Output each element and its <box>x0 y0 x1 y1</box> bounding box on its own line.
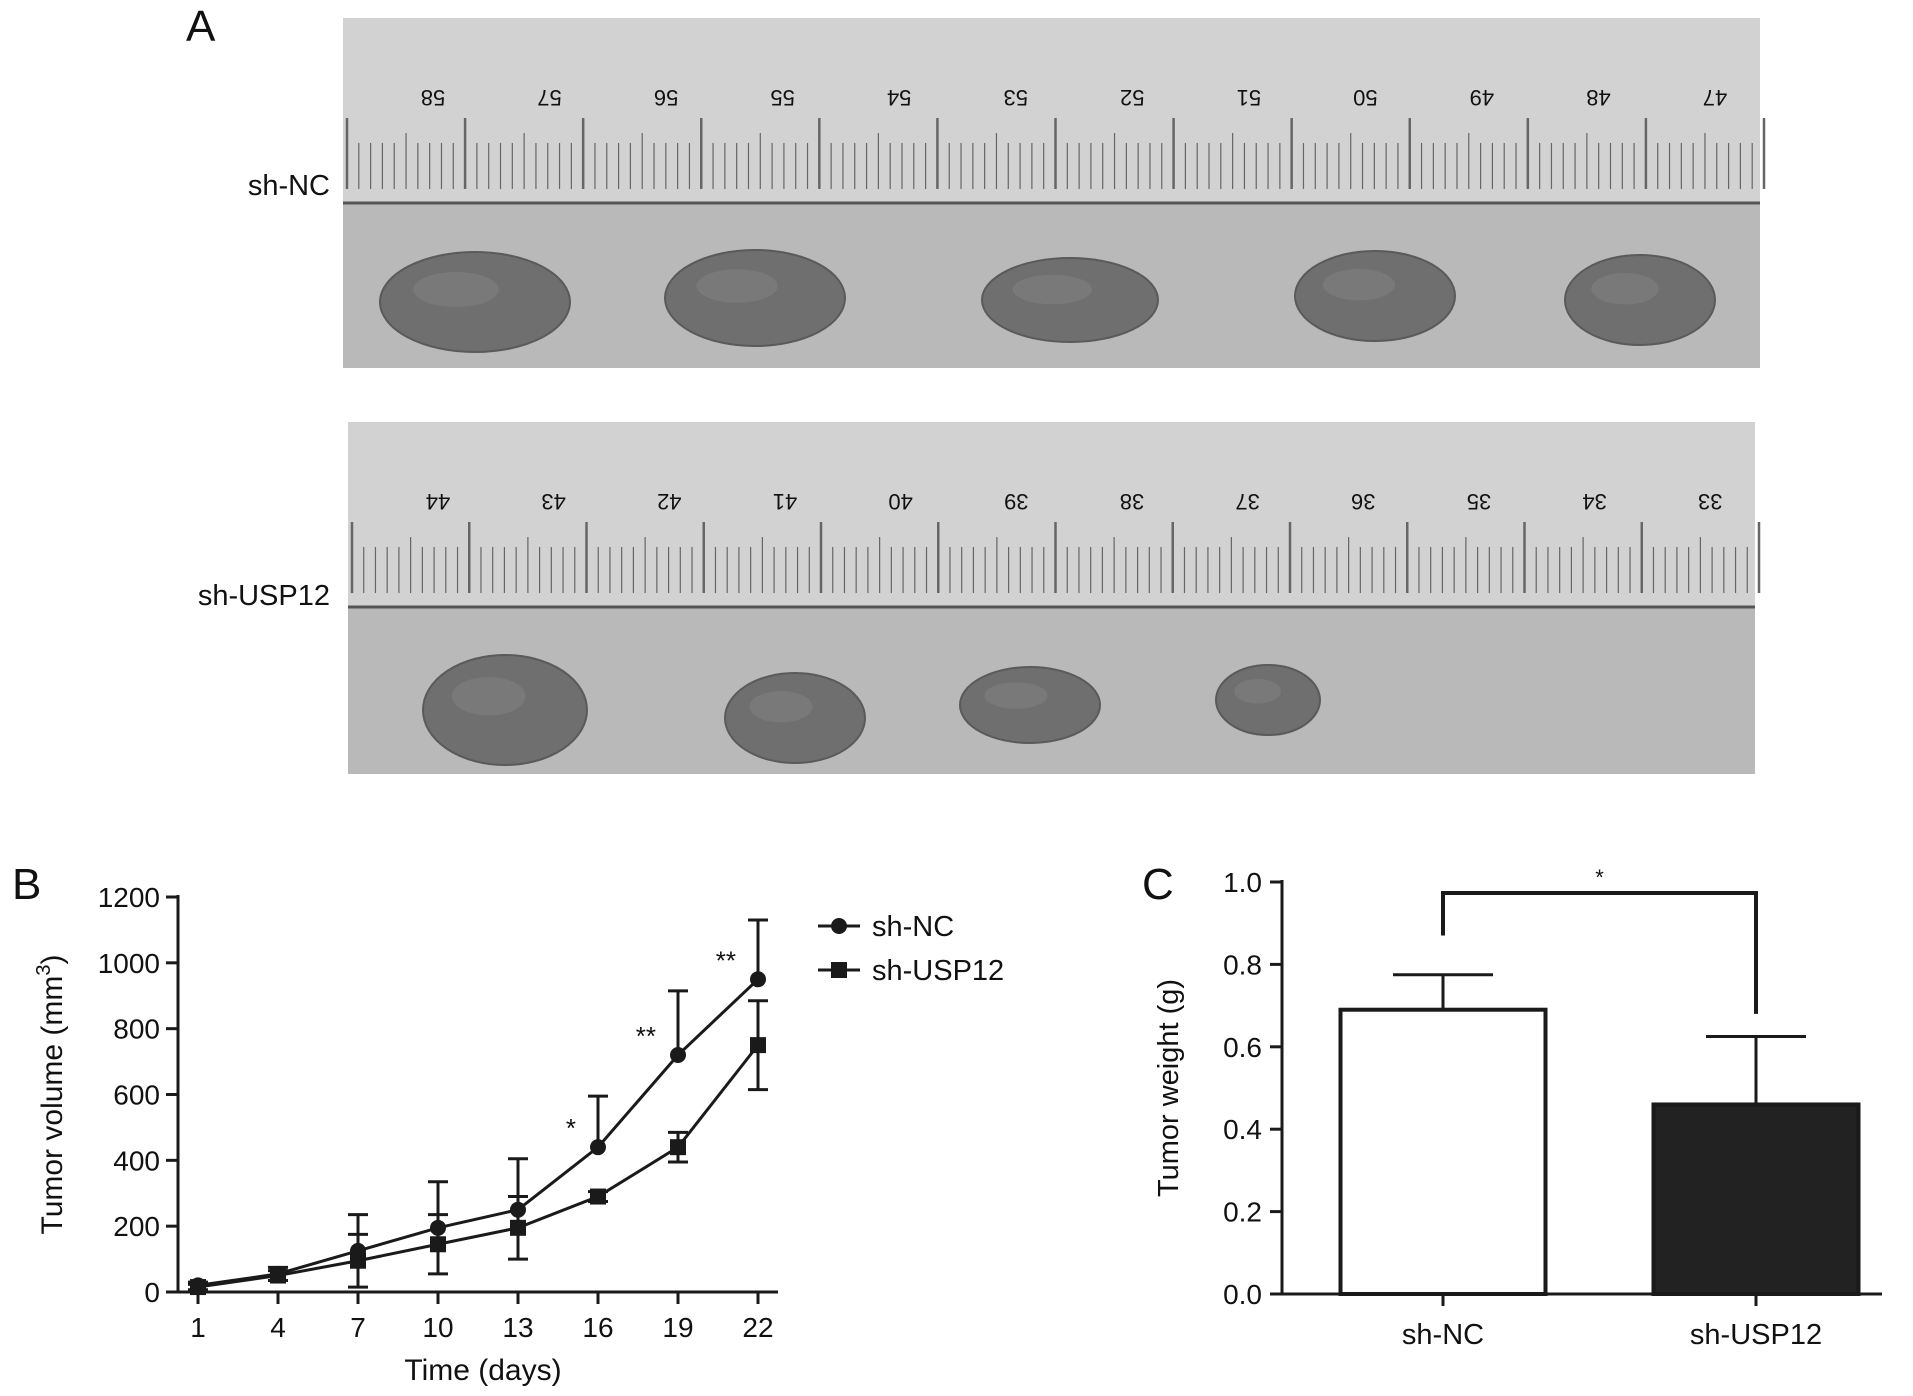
ruler-number: 38 <box>1120 489 1144 514</box>
point-sh-NC <box>590 1139 606 1156</box>
panel-c-bar-chart: 0.0 0.2 0.4 0.6 0.8 1.0 Tumor weight (g) sh-NC s… <box>1153 865 1882 1351</box>
ruler-number: 48 <box>1586 85 1610 110</box>
y-axis-label: Tumor weight (g) <box>1153 979 1185 1197</box>
tumor-highlight <box>1591 273 1659 305</box>
y-tick-label: 0.8 <box>1223 949 1262 980</box>
tumor-highlight <box>696 269 778 303</box>
tumor-highlight <box>1323 269 1395 301</box>
point-sh-USP12 <box>350 1252 366 1269</box>
y-tick-label: 0.0 <box>1223 1279 1262 1310</box>
point-sh-USP12 <box>670 1139 686 1156</box>
legend-marker <box>831 962 847 978</box>
ruler-number: 51 <box>1237 85 1261 110</box>
x-tick-label: sh-NC <box>1402 1319 1484 1351</box>
tumor-highlight <box>451 677 526 716</box>
y-tick-label: 400 <box>113 1145 160 1176</box>
ruler-number: 55 <box>770 85 794 110</box>
panel-a-letter: A <box>186 2 216 51</box>
y-tick-label: 1200 <box>98 882 160 913</box>
ruler-number: 35 <box>1467 489 1491 514</box>
ruler-number: 33 <box>1698 489 1722 514</box>
series-line-sh-USP12 <box>197 1044 760 1289</box>
ruler-number: 49 <box>1470 85 1494 110</box>
significance-mark: ** <box>716 945 736 975</box>
ruler-2 <box>348 422 1755 607</box>
point-sh-USP12 <box>510 1219 526 1236</box>
series-line-sh-NC <box>197 978 760 1287</box>
y-tick-label: 0.6 <box>1223 1032 1262 1063</box>
point-sh-USP12 <box>590 1188 606 1205</box>
x-tick-label: 10 <box>422 1312 453 1343</box>
bar-sh-NC <box>1338 1007 1548 1296</box>
y-tick-label: 0.2 <box>1223 1197 1262 1228</box>
point-sh-USP12 <box>190 1279 206 1296</box>
tumor-highlight <box>1234 679 1281 704</box>
x-tick-label: 13 <box>502 1312 533 1343</box>
ruler-number: 57 <box>537 85 561 110</box>
ruler-number: 40 <box>888 489 912 514</box>
y-tick-label: 200 <box>113 1211 160 1242</box>
y-tick-label: 800 <box>113 1014 160 1045</box>
point-sh-USP12 <box>750 1037 766 1054</box>
row-label-sh-usp12: sh-USP12 <box>197 580 330 612</box>
point-sh-NC <box>670 1047 686 1063</box>
x-tick-label: 22 <box>742 1312 773 1343</box>
ruler-number: 58 <box>421 85 445 110</box>
ruler-number: 37 <box>1235 489 1259 514</box>
panel-a-photo: 58 57 56 55 54 53 52 51 50 49 48 47 44 43 42 41 40 39 38 37… <box>343 18 1766 774</box>
significance-mark: * <box>566 1113 576 1143</box>
point-sh-USP12 <box>270 1267 286 1284</box>
ruler-number: 39 <box>1004 489 1028 514</box>
x-tick-label: sh-USP12 <box>1690 1319 1822 1351</box>
ruler-number: 53 <box>1004 85 1028 110</box>
ruler-number: 42 <box>657 489 681 514</box>
tumor-highlight <box>413 272 499 307</box>
tumor-highlight <box>984 682 1048 709</box>
point-sh-NC <box>750 971 766 988</box>
x-tick-label: 4 <box>270 1312 286 1343</box>
legend-marker <box>831 918 847 934</box>
tumor-highlight <box>1012 274 1092 305</box>
panel-b-letter: B <box>12 860 42 909</box>
y-axis-label: Tumor volume (mm3) <box>33 954 69 1234</box>
x-tick-label: 7 <box>350 1312 366 1343</box>
legend-label: sh-NC <box>872 911 954 943</box>
y-tick-label: 0 <box>144 1277 160 1308</box>
y-tick-label: 1000 <box>98 948 160 979</box>
ruler-number: 41 <box>773 489 797 514</box>
ruler-number: 56 <box>654 85 678 110</box>
ruler-number: 47 <box>1703 85 1727 110</box>
ruler-number: 54 <box>887 85 911 110</box>
legend-label: sh-USP12 <box>872 955 1004 987</box>
x-tick-label: 1 <box>190 1312 206 1343</box>
ruler-number: 52 <box>1120 85 1144 110</box>
panel-c-letter: C <box>1142 860 1174 909</box>
bar-sh-USP12 <box>1651 1102 1861 1297</box>
y-tick-label: 600 <box>113 1080 160 1111</box>
significance-mark: * <box>1595 865 1604 890</box>
x-axis-label: Time (days) <box>404 1354 561 1387</box>
row-label-sh-nc: sh-NC <box>247 170 330 202</box>
tumor-highlight <box>749 691 813 723</box>
ruler-1 <box>343 18 1760 203</box>
y-tick-label: 0.4 <box>1223 1114 1262 1145</box>
significance-mark: ** <box>636 1021 656 1051</box>
ruler-number: 50 <box>1353 85 1377 110</box>
point-sh-USP12 <box>430 1236 446 1253</box>
ruler-number: 34 <box>1582 489 1606 514</box>
x-tick-label: 19 <box>662 1312 693 1343</box>
ruler-number: 43 <box>541 489 565 514</box>
ruler-number: 36 <box>1351 489 1375 514</box>
x-tick-label: 16 <box>582 1312 613 1343</box>
significance-bracket <box>1441 891 1758 1014</box>
ruler-number: 44 <box>426 489 450 514</box>
y-tick-label: 1.0 <box>1223 867 1262 898</box>
panel-b-line-chart: 0 200 400 600 800 1000 1200 1 4 7 10 13 16 19 22 Time (… <box>33 882 1004 1387</box>
